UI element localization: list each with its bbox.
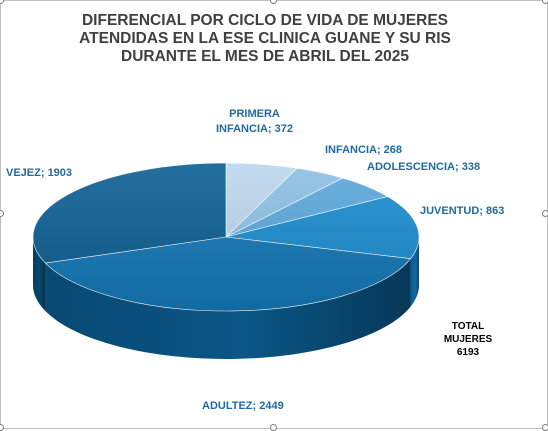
data-label-adolescencia: ADOLESCENCIA; 338 [367, 161, 481, 173]
chart-title: DIFERENCIAL POR CICLO DE VIDA DE MUJERES… [79, 12, 451, 65]
resize-handle-top-left[interactable] [0, 0, 4, 4]
resize-handle-middle-left[interactable] [0, 210, 4, 217]
total-label: TOTAL MUJERES 6193 [432, 320, 504, 359]
data-label-primera-infancia: PRIMERA INFANCIA; 372 [216, 108, 294, 135]
resize-handle-top-right[interactable] [542, 0, 548, 4]
pie-side-shade-vejez [33, 237, 46, 312]
resize-handle-middle-right[interactable] [542, 210, 548, 217]
total-value: 6193 [456, 347, 480, 358]
pie-top-gloss [33, 163, 419, 311]
data-label-adultez: ADULTEZ; 2449 [202, 400, 284, 412]
data-label-vejez: VEJEZ; 1903 [6, 167, 73, 179]
data-label-infancia: INFANCIA; 268 [325, 144, 403, 156]
data-label-juventud: JUVENTUD; 863 [420, 205, 505, 217]
resize-handle-top-center[interactable] [270, 0, 277, 4]
total-caption: TOTAL MUJERES [443, 321, 493, 345]
pie-side-shade-juventud [410, 237, 420, 307]
pie-side-shade-adultez [45, 258, 411, 359]
